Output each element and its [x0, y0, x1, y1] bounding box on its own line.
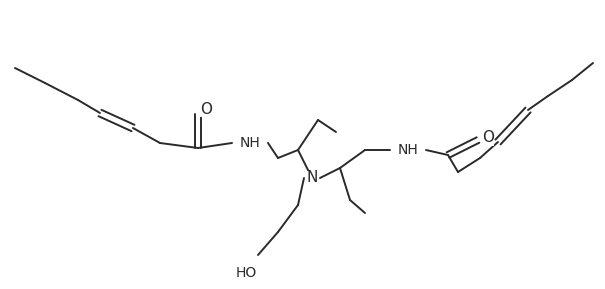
- Text: HO: HO: [235, 266, 257, 280]
- Text: O: O: [482, 131, 494, 145]
- Text: N: N: [306, 171, 318, 186]
- Text: NH: NH: [397, 143, 419, 157]
- Text: O: O: [200, 101, 212, 116]
- Text: NH: NH: [240, 136, 260, 150]
